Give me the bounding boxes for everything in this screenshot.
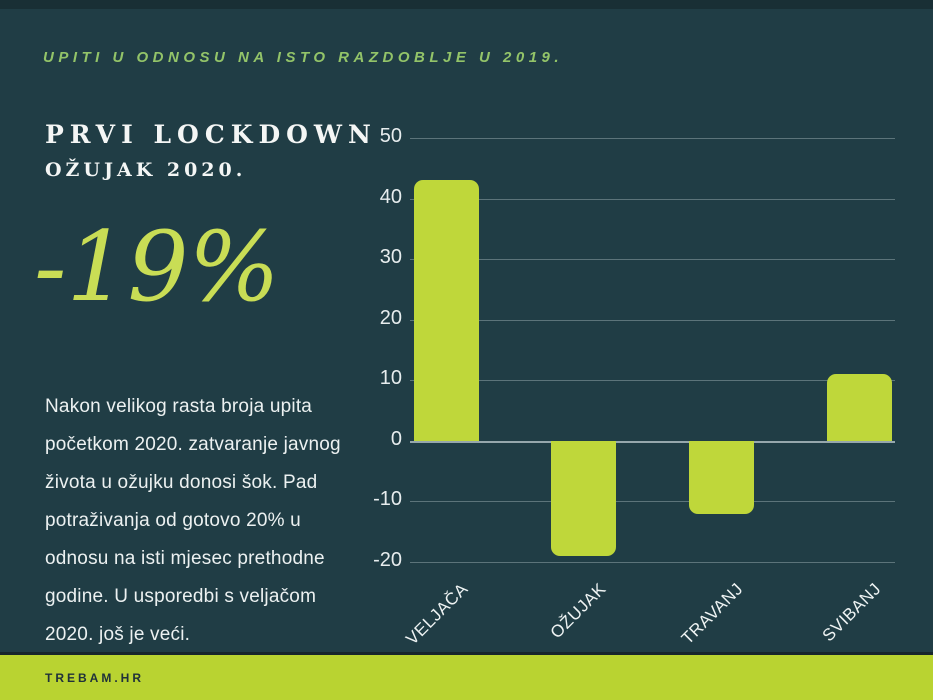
y-tick-label: 40 (379, 185, 402, 208)
page-title: PRVI LOCKDOWN (45, 120, 377, 149)
bar-svibanj (826, 374, 892, 441)
top-strip (0, 0, 933, 9)
bar-chart: 50 40 30 20 10 0 -10 -20 VELJAČA OŽUJAK TRAVANJ SVI… (352, 125, 912, 673)
y-tick-label: 50 (379, 125, 402, 147)
brand-label: TREBAM.HR (45, 670, 144, 685)
y-tick-label: 20 (379, 306, 402, 329)
y-tick-label: 10 (379, 367, 402, 390)
page-subtitle: OŽUJAK 2020. (45, 159, 247, 181)
kicker-heading: UPITI U ODNOSU NA ISTO RAZDOBLJE U 2019. (43, 49, 564, 66)
y-tick-label: -10 (373, 488, 402, 511)
gridline (410, 319, 895, 321)
bar-travanj (688, 440, 754, 514)
x-axis-label: VELJAČA (402, 579, 472, 649)
gridline (410, 198, 895, 200)
gridline (410, 501, 895, 503)
y-tick-label: 30 (379, 246, 402, 269)
x-axis-label: SVIBANJ (818, 579, 885, 646)
zero-gridline (410, 440, 895, 443)
bar-veljača (413, 180, 479, 441)
bar-ožujak (551, 440, 617, 556)
gridline (410, 259, 895, 261)
footer-bar: TREBAM.HR (0, 652, 933, 700)
gridline (410, 561, 895, 563)
y-tick-label: 0 (390, 427, 402, 450)
description-paragraph: Nakon velikog rasta broja upita početkom… (45, 396, 341, 645)
gridline (410, 380, 895, 382)
gridline (410, 138, 895, 139)
x-axis-label: TRAVANJ (678, 579, 747, 649)
x-axis-label: OŽUJAK (546, 579, 610, 643)
big-number-callout: -19% (34, 211, 280, 323)
y-tick-label: -20 (373, 548, 402, 571)
